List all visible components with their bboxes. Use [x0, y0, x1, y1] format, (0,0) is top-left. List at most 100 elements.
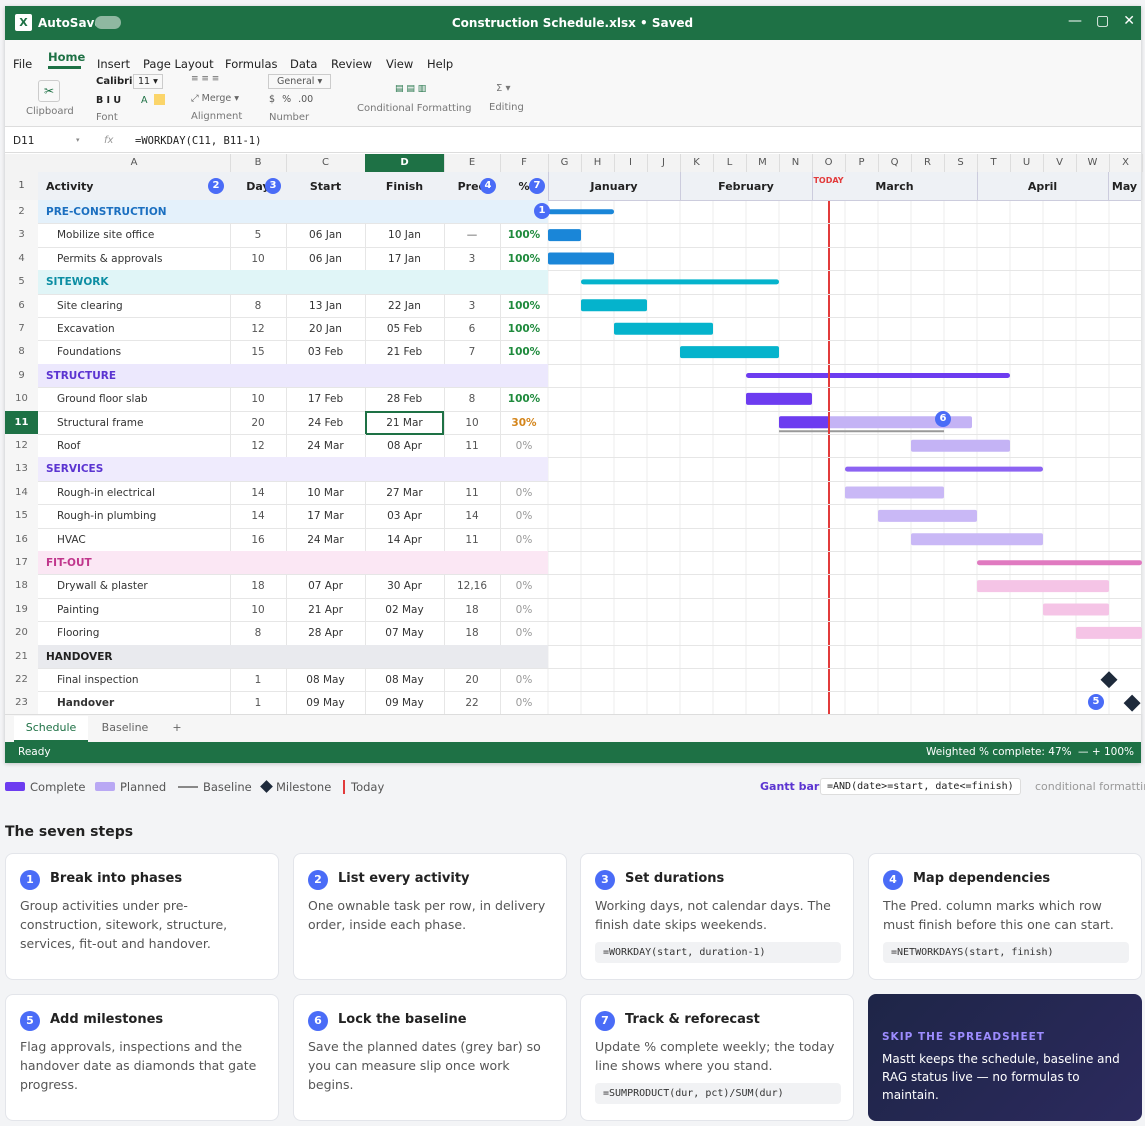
cell-border: [365, 434, 366, 458]
card-text: The Pred. column marks which row must fi…: [883, 898, 1114, 932]
card-text: One ownable task per row, in delivery or…: [308, 898, 546, 932]
cell: 0%: [515, 627, 533, 640]
month-divider: [680, 172, 681, 200]
cell-border: [500, 434, 501, 458]
cell: 0%: [515, 440, 533, 452]
step-badge: 4: [480, 178, 496, 194]
cell-border: [286, 480, 287, 505]
cell: 05 Feb: [386, 323, 423, 335]
cell-border: [230, 434, 231, 458]
row-line: [38, 527, 1141, 529]
formula[interactable]: =WORKDAY(C11, B11-1): [135, 135, 262, 147]
ribbon-tab[interactable]: Review: [331, 57, 373, 71]
cell-border: [500, 340, 501, 364]
cell: 24 Mar: [307, 533, 344, 546]
cell: 100%: [507, 323, 541, 335]
cell-border: [365, 223, 366, 247]
cell: 20: [465, 674, 479, 686]
fill-color[interactable]: [154, 94, 165, 105]
group-label[interactable]: Conditional Formatting: [357, 103, 472, 114]
month-divider: [548, 172, 549, 200]
cell: 17 Mar: [307, 510, 344, 523]
status-left: Ready: [18, 746, 51, 758]
cell: 08 Apr: [387, 440, 422, 452]
number-format[interactable]: General ▾: [268, 74, 332, 89]
number-tools[interactable]: $ % .00: [269, 94, 314, 105]
phase-band: [38, 270, 548, 294]
window-controls[interactable]: —▢✕: [1068, 13, 1145, 29]
ribbon-tab[interactable]: View: [386, 57, 414, 71]
cell-border: [286, 387, 287, 411]
sum[interactable]: Σ ▾: [496, 83, 511, 94]
cell: 10: [251, 252, 265, 265]
cell: 03 Apr: [387, 510, 422, 523]
ribbon-tab[interactable]: Home: [48, 50, 86, 64]
ribbon-tab[interactable]: Formulas: [225, 57, 278, 71]
name-box[interactable]: D11: [13, 135, 35, 147]
ribbon-tab[interactable]: File: [13, 57, 33, 71]
cell-border: [286, 504, 287, 528]
phase-bar: [746, 373, 1010, 378]
zoom[interactable]: — + 100%: [1078, 746, 1134, 758]
merge[interactable]: ⤢ Merge ▾: [191, 93, 240, 104]
font-styles[interactable]: B I U: [96, 95, 122, 106]
column-letter: P: [845, 154, 879, 172]
promo-card: SKIP THE SPREADSHEET Mastt keeps the sche…: [868, 994, 1142, 1121]
cell-border: [444, 597, 445, 622]
row-line: [38, 410, 1141, 412]
phase-bar: [977, 560, 1142, 566]
cell-border: [286, 597, 287, 622]
header-cell: Activity: [46, 180, 94, 193]
phase-name: STRUCTURE: [46, 369, 116, 382]
cell-border: [500, 480, 501, 505]
cell-border: [286, 317, 287, 341]
name-box-arrow[interactable]: ▾: [76, 136, 80, 144]
title-bar: [5, 6, 1141, 40]
legend-label: Milestone: [276, 780, 332, 794]
today-label: TODAY: [813, 176, 844, 185]
row-number: 5: [5, 270, 38, 294]
cell: 28 Apr: [308, 627, 343, 640]
font-color[interactable]: A: [141, 95, 148, 106]
cell: Permits & approvals: [57, 252, 163, 265]
cell: HVAC: [57, 533, 86, 546]
sheet-tab[interactable]: Schedule: [14, 716, 88, 742]
sheet-tab[interactable]: +: [172, 721, 182, 734]
clipboard-icon[interactable]: ✂: [38, 80, 60, 102]
cell: 1: [254, 674, 262, 686]
card-badge: 7: [595, 1011, 615, 1031]
legend-label: Baseline: [203, 780, 252, 794]
ribbon-tab[interactable]: Help: [427, 57, 454, 71]
cell: 16: [251, 533, 265, 546]
cf-icon[interactable]: ▤ ▤ ▥: [395, 84, 427, 94]
group-label: Editing: [489, 102, 524, 113]
row-line: [38, 457, 1141, 459]
month-label: April: [1027, 180, 1058, 193]
cell-border: [444, 504, 445, 528]
cell-border: [286, 293, 287, 317]
cell: 03 Feb: [307, 346, 344, 359]
ribbon-tab[interactable]: Insert: [97, 57, 130, 71]
cell: Excavation: [57, 323, 115, 335]
cell-border: [444, 621, 445, 645]
cell-border: [286, 340, 287, 364]
cell-border: [286, 691, 287, 715]
cell: Roof: [57, 440, 81, 452]
ribbon-tab[interactable]: Data: [290, 57, 318, 71]
sheet-tab[interactable]: Baseline: [101, 721, 149, 734]
cell-border: [500, 691, 501, 715]
align-icons[interactable]: ≡ ≡ ≡: [191, 74, 220, 84]
ribbon-tab[interactable]: Page Layout: [143, 57, 214, 71]
promo-kicker: SKIP THE SPREADSHEET: [882, 1031, 1045, 1043]
row-number: 19: [5, 597, 38, 622]
font-name[interactable]: Calibri: [96, 76, 133, 87]
column-letter: Q: [878, 154, 912, 172]
cell: 6: [468, 323, 476, 335]
font-size[interactable]: 11 ▾: [133, 74, 163, 89]
cell-border: [500, 317, 501, 341]
autosave-toggle[interactable]: [95, 16, 121, 29]
cell-border: [365, 668, 366, 692]
status-summary: Weighted % complete: 47%: [926, 746, 1072, 758]
cell: 12: [251, 440, 265, 452]
cell: 07 May: [385, 627, 424, 640]
